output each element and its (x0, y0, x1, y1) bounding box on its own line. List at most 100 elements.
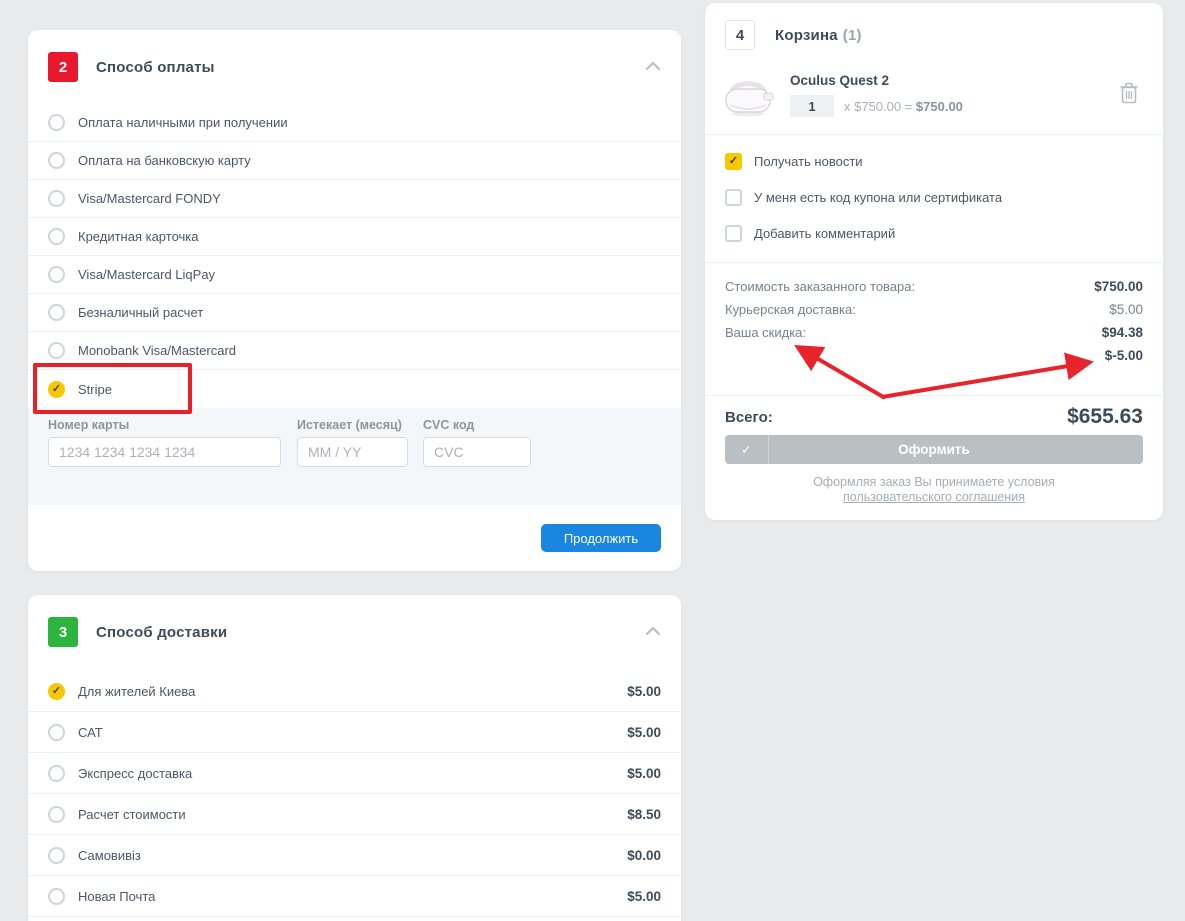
delivery-option[interactable]: Новая Почта $5.00 (28, 876, 681, 917)
delivery-header: 3 Способ доставки (28, 595, 681, 669)
delivery-option[interactable]: САТ $5.00 (28, 712, 681, 753)
payment-option[interactable]: Оплата наличными при получении (28, 104, 681, 142)
total-row-discount: Ваша скидка: $94.38 (725, 321, 1143, 344)
chevron-up-icon[interactable] (645, 625, 661, 637)
radio-icon[interactable] (48, 764, 65, 782)
coupon-checkbox-row[interactable]: У меня есть код купона или сертификата (705, 179, 1163, 215)
trash-icon[interactable] (1119, 81, 1139, 105)
checkbox-label: Получать новости (754, 153, 863, 169)
payment-header: 2 Способ оплаты (28, 30, 681, 104)
checkout-button[interactable]: ✓ Оформить (725, 435, 1143, 464)
delivery-option-label: Новая Почта (78, 888, 156, 904)
radio-icon[interactable] (48, 114, 65, 131)
checkbox-icon[interactable] (725, 188, 742, 206)
delivery-method-card: 3 Способ доставки Для жителей Киева $5.0… (28, 595, 681, 921)
total-label: Курьерская доставка: (725, 302, 856, 317)
radio-icon[interactable] (48, 266, 65, 283)
radio-icon[interactable] (48, 228, 65, 245)
line-total: $750.00 (915, 98, 963, 114)
delivery-option-price: $5.00 (627, 888, 661, 904)
total-value: $-5.00 (1104, 348, 1143, 363)
delivery-option-price: $0.00 (627, 847, 661, 863)
expiry-label: Истекает (месяц) (297, 418, 402, 432)
delivery-option-price: $5.00 (627, 683, 661, 699)
radio-icon[interactable] (48, 846, 65, 864)
delivery-option[interactable]: Для жителей Киева $5.00 (28, 671, 681, 712)
step-badge-2: 2 (48, 52, 78, 82)
delivery-option-price: $5.00 (627, 765, 661, 781)
total-value: $5.00 (1109, 302, 1143, 317)
checkbox-icon[interactable] (725, 224, 742, 242)
delivery-option-label: САТ (78, 724, 103, 740)
payment-option-label: Оплата наличными при получении (78, 115, 288, 130)
checkbox-label: Добавить комментарий (754, 225, 896, 241)
radio-icon[interactable] (48, 723, 65, 741)
agreement-text: Оформляя заказ Вы принимаете условия пол… (725, 475, 1143, 505)
payment-method-card: 2 Способ оплаты Оплата наличными при пол… (28, 30, 681, 571)
payment-title: Способ оплаты (96, 58, 215, 76)
radio-checked-icon[interactable] (48, 682, 65, 700)
cvc-input[interactable] (423, 437, 531, 467)
radio-icon[interactable] (48, 887, 65, 905)
cart-title: Корзина (1) (775, 20, 862, 50)
payment-option-label: Оплата на банковскую карту (78, 153, 251, 168)
delivery-option-price: $8.50 (627, 806, 661, 822)
user-agreement-link[interactable]: пользовательского соглашения (843, 490, 1025, 504)
card-number-input[interactable] (48, 437, 281, 467)
payment-option[interactable]: Visa/Mastercard FONDY (28, 180, 681, 218)
agreement-line1: Оформляя заказ Вы принимаете условия (813, 475, 1055, 489)
total-row-subtotal: Стоимость заказанного товара: $750.00 (725, 275, 1143, 298)
checkbox-label: У меня есть код купона или сертификата (754, 189, 1003, 205)
payment-options-list: Оплата наличными при получении Оплата на… (28, 104, 681, 408)
step-badge-4: 4 (725, 20, 755, 50)
checkout-button-label: Оформить (898, 442, 970, 457)
divider (705, 134, 1163, 135)
step-badge-3: 3 (48, 617, 78, 647)
cart-card: 4 Корзина (1) Oculus Quest 2 x $750.00 =… (705, 3, 1163, 520)
checkbox-checked-icon[interactable] (725, 152, 742, 170)
payment-option-label: Monobank Visa/Mastercard (78, 343, 237, 358)
grand-total-label: Всего: (725, 408, 773, 426)
product-image-oculus-quest-2 (725, 81, 774, 117)
cart-header: 4 Корзина (1) (705, 3, 1163, 67)
delivery-option[interactable]: Самовивіз $0.00 (28, 835, 681, 876)
cart-checkbox-list: Получать новости У меня есть код купона … (705, 143, 1163, 251)
radio-icon[interactable] (48, 304, 65, 321)
continue-button[interactable]: Продолжить (541, 524, 661, 552)
expiry-input[interactable] (297, 437, 408, 467)
payment-option-stripe[interactable]: Stripe (28, 370, 681, 408)
unit-price-text: x $750.00 = $750.00 (844, 99, 963, 114)
newsletter-checkbox-row[interactable]: Получать новости (705, 143, 1163, 179)
delivery-option-label: Расчет стоимости (78, 806, 186, 822)
payment-option[interactable]: Безналичный расчет (28, 294, 681, 332)
payment-option[interactable]: Оплата на банковскую карту (28, 142, 681, 180)
radio-icon[interactable] (48, 805, 65, 823)
total-label: Ваша скидка: (725, 325, 807, 340)
unit-price: x $750.00 = (844, 98, 916, 114)
totals-block: Стоимость заказанного товара: $750.00 Ку… (725, 275, 1143, 367)
payment-option[interactable]: Кредитная карточка (28, 218, 681, 256)
cart-count: (1) (842, 26, 862, 44)
delivery-options-list: Для жителей Киева $5.00 САТ $5.00 Экспре… (28, 671, 681, 917)
payment-option-label: Кредитная карточка (78, 229, 199, 244)
payment-option[interactable]: Visa/Mastercard LiqPay (28, 256, 681, 294)
radio-checked-icon[interactable] (48, 380, 65, 398)
radio-icon[interactable] (48, 190, 65, 207)
comment-checkbox-row[interactable]: Добавить комментарий (705, 215, 1163, 251)
total-label: Стоимость заказанного товара: (725, 279, 916, 294)
stripe-card-form: Номер карты Истекает (месяц) CVC код (28, 408, 681, 505)
chevron-up-icon[interactable] (645, 60, 661, 72)
cart-item-row: Oculus Quest 2 x $750.00 = $750.00 (705, 67, 1163, 133)
product-name: Oculus Quest 2 (790, 73, 890, 88)
delivery-option-label: Для жителей Киева (78, 683, 196, 699)
payment-option[interactable]: Monobank Visa/Mastercard (28, 332, 681, 370)
divider (705, 395, 1163, 396)
delivery-option[interactable]: Экспресс доставка $5.00 (28, 753, 681, 794)
quantity-input[interactable] (790, 95, 834, 117)
grand-total-row: Всего: $655.63 (725, 403, 1143, 431)
radio-icon[interactable] (48, 152, 65, 169)
cvc-label: CVC код (423, 418, 475, 432)
radio-icon[interactable] (48, 342, 65, 359)
total-row-discount-extra: $-5.00 (725, 344, 1143, 367)
delivery-option[interactable]: Расчет стоимости $8.50 (28, 794, 681, 835)
